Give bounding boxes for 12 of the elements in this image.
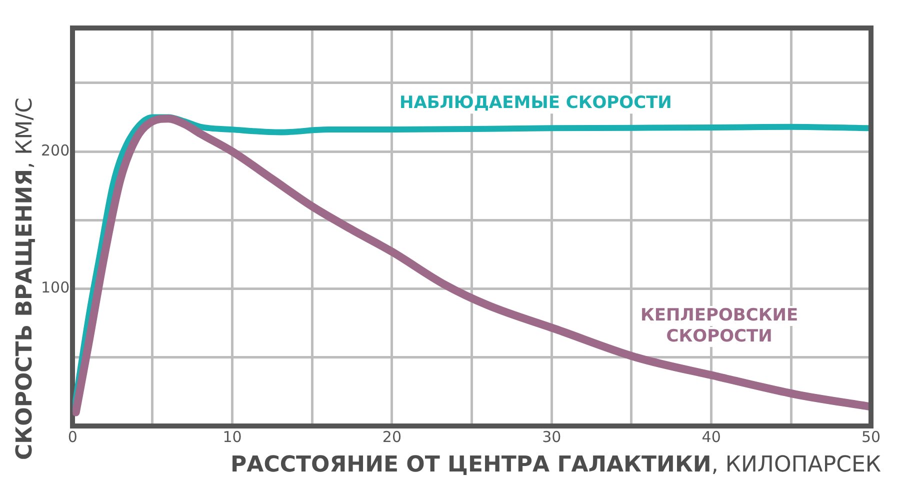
x-axis-title: РАССТОЯНИЕ ОТ ЦЕНТРА ГАЛАКТИКИ, КИЛОПАРСЕК [230, 452, 882, 478]
x-tick-label: 30 [542, 428, 562, 446]
series-label: КЕПЛЕРОВСКИЕ СКОРОСТИ [640, 305, 798, 346]
x-tick-label: 0 [68, 428, 78, 446]
y-tick-label: 100 [40, 278, 70, 297]
x-tick-label: 20 [382, 428, 402, 446]
y-tick-label: 200 [40, 141, 70, 160]
x-tick-label: 40 [702, 428, 721, 446]
series-label: НАБЛЮДАЕМЫЕ СКОРОСТИ [399, 93, 672, 114]
x-tick-label: 50 [861, 428, 881, 446]
y-axis-title: СКОРОСТЬ ВРАЩЕНИЯ, КМ/С [12, 98, 38, 460]
x-tick-label: 10 [222, 428, 242, 446]
